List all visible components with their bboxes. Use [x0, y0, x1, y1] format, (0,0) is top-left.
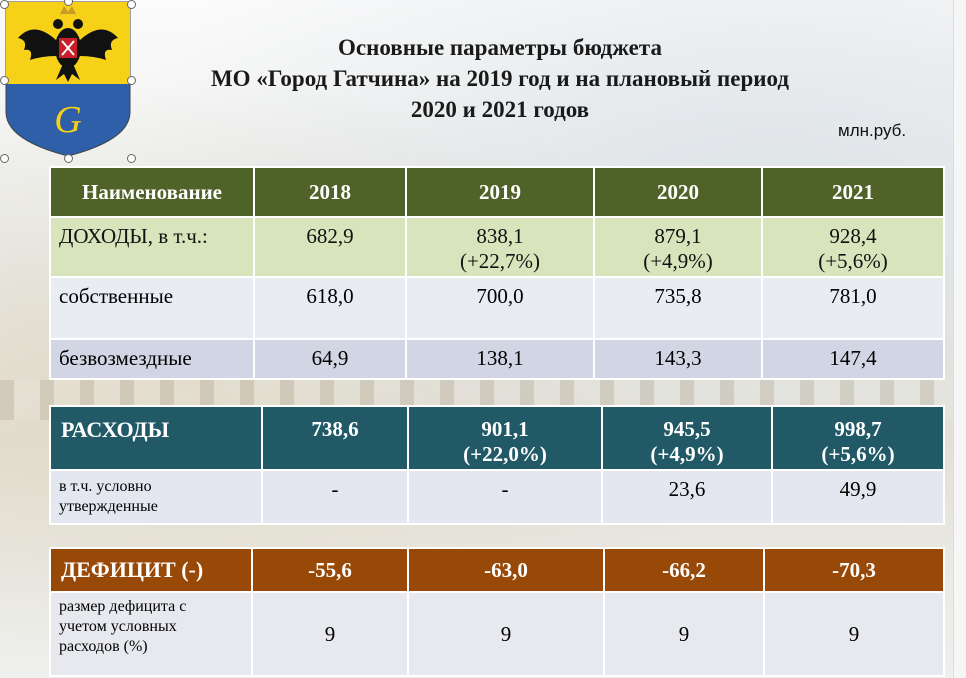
units-label: млн.руб. [838, 121, 907, 140]
right-scroll-edge [953, 0, 966, 678]
cell-cond-2020: 23,6 [601, 469, 773, 525]
coat-letter: G [54, 99, 81, 141]
table-row-deficit-size: размер дефицита с учетом условных расходов… [49, 591, 945, 677]
value: 998,7 [834, 417, 882, 441]
value: 928,4 [829, 224, 877, 248]
label-line: размер дефицита с [59, 598, 187, 615]
row-label-conditional: в т.ч. условно утвержденные [49, 469, 263, 525]
page-title: Основные параметры бюджета МО «Город Гат… [150, 32, 850, 125]
cell-income-2020: 879,1 (+4,9%) [593, 216, 763, 278]
resize-handle-bottom[interactable] [64, 154, 73, 163]
value: 838,1 [476, 224, 524, 248]
resize-handle-bottom-left[interactable] [0, 154, 9, 163]
title-line-3: 2020 и 2021 годов [410, 97, 590, 122]
resize-handle-top-right[interactable] [127, 0, 136, 9]
table-row-deficit: ДЕФИЦИТ (-) -55,6 -63,0 -66,2 -70,3 [49, 547, 945, 593]
row-label-deficit-size: размер дефицита с учетом условных расходов… [49, 591, 253, 677]
cell-size-2021: 9 [763, 591, 945, 677]
deficit-table: ДЕФИЦИТ (-) -55,6 -63,0 -66,2 -70,3 разм… [49, 547, 945, 677]
header-name: Наименование [49, 166, 255, 218]
row-label-deficit: ДЕФИЦИТ (-) [49, 547, 253, 593]
cell-cond-2019: - [407, 469, 603, 525]
label-line: утвержденные [59, 498, 158, 515]
value: 682,9 [306, 224, 354, 248]
cell-exp-2019: 901,1 (+22,0%) [407, 405, 603, 471]
cell-exp-2021: 998,7 (+5,6%) [771, 405, 945, 471]
cell-cond-2021: 49,9 [771, 469, 945, 525]
label-line: расходов (%) [59, 638, 148, 655]
resize-handle-top-left[interactable] [0, 0, 9, 9]
cell-def-2020: -66,2 [603, 547, 765, 593]
title-line-1: Основные параметры бюджета [338, 35, 662, 60]
cell-income-2021: 928,4 (+5,6%) [761, 216, 945, 278]
cell-size-2019: 9 [407, 591, 605, 677]
change: (+4,9%) [643, 249, 713, 273]
row-label-income: ДОХОДЫ, в т.ч.: [49, 216, 255, 278]
cell-income-2019: 838,1 (+22,7%) [405, 216, 595, 278]
income-table: Наименование 2018 2019 2020 2021 ДОХОДЫ,… [49, 166, 945, 380]
cell-cond-2018: - [261, 469, 409, 525]
header-2021: 2021 [761, 166, 945, 218]
resize-handle-top[interactable] [64, 0, 73, 6]
label-line: в т.ч. условно [59, 478, 152, 495]
change: (+5,6%) [821, 442, 895, 466]
value: 879,1 [654, 224, 702, 248]
change: (+4,9%) [650, 442, 724, 466]
header-2020: 2020 [593, 166, 763, 218]
cell-size-2020: 9 [603, 591, 765, 677]
label-line: учетом условных [59, 618, 177, 635]
cell-own-2018: 618,0 [253, 276, 407, 340]
table-row-conditional: в т.ч. условно утвержденные - - 23,6 49,9 [49, 469, 945, 525]
cell-def-2019: -63,0 [407, 547, 605, 593]
value: 945,5 [663, 417, 711, 441]
cell-income-2018: 682,9 [253, 216, 407, 278]
cell-def-2018: -55,6 [251, 547, 409, 593]
cell-grants-2019: 138,1 [405, 338, 595, 380]
table-row-own-revenue: собственные 618,0 700,0 735,8 781,0 [49, 276, 945, 340]
table-row-expenses: РАСХОДЫ 738,6 901,1 (+22,0%) 945,5 (+4,9%)… [49, 405, 945, 471]
cell-exp-2018: 738,6 [261, 405, 409, 471]
cell-grants-2018: 64,9 [253, 338, 407, 380]
header-2018: 2018 [253, 166, 407, 218]
change: (+5,6%) [818, 249, 888, 273]
cell-grants-2021: 147,4 [761, 338, 945, 380]
expense-table: РАСХОДЫ 738,6 901,1 (+22,0%) 945,5 (+4,9%)… [49, 405, 945, 525]
row-label-expenses: РАСХОДЫ [49, 405, 263, 471]
cell-def-2021: -70,3 [763, 547, 945, 593]
gatchina-coat-of-arms-icon: G [4, 0, 132, 158]
table-row-income: ДОХОДЫ, в т.ч.: 682,9 838,1 (+22,7%) 879,… [49, 216, 945, 278]
title-line-2: МО «Город Гатчина» на 2019 год и на план… [210, 66, 790, 91]
change: (+22,0%) [463, 442, 547, 466]
cell-own-2021: 781,0 [761, 276, 945, 340]
table-header-row: Наименование 2018 2019 2020 2021 [49, 166, 945, 218]
row-label-grants: безвозмездные [49, 338, 255, 380]
change: (+22,7%) [459, 249, 541, 273]
resize-handle-bottom-right[interactable] [127, 154, 136, 163]
cell-own-2019: 700,0 [405, 276, 595, 340]
value: 901,1 [481, 417, 529, 441]
cell-size-2018: 9 [251, 591, 409, 677]
resize-handle-right[interactable] [127, 76, 136, 85]
resize-handle-left[interactable] [0, 76, 9, 85]
row-label-own: собственные [49, 276, 255, 340]
table-row-grants: безвозмездные 64,9 138,1 143,3 147,4 [49, 338, 945, 380]
cell-exp-2020: 945,5 (+4,9%) [601, 405, 773, 471]
value: 738,6 [311, 417, 359, 441]
cell-own-2020: 735,8 [593, 276, 763, 340]
header-2019: 2019 [405, 166, 595, 218]
cell-grants-2020: 143,3 [593, 338, 763, 380]
